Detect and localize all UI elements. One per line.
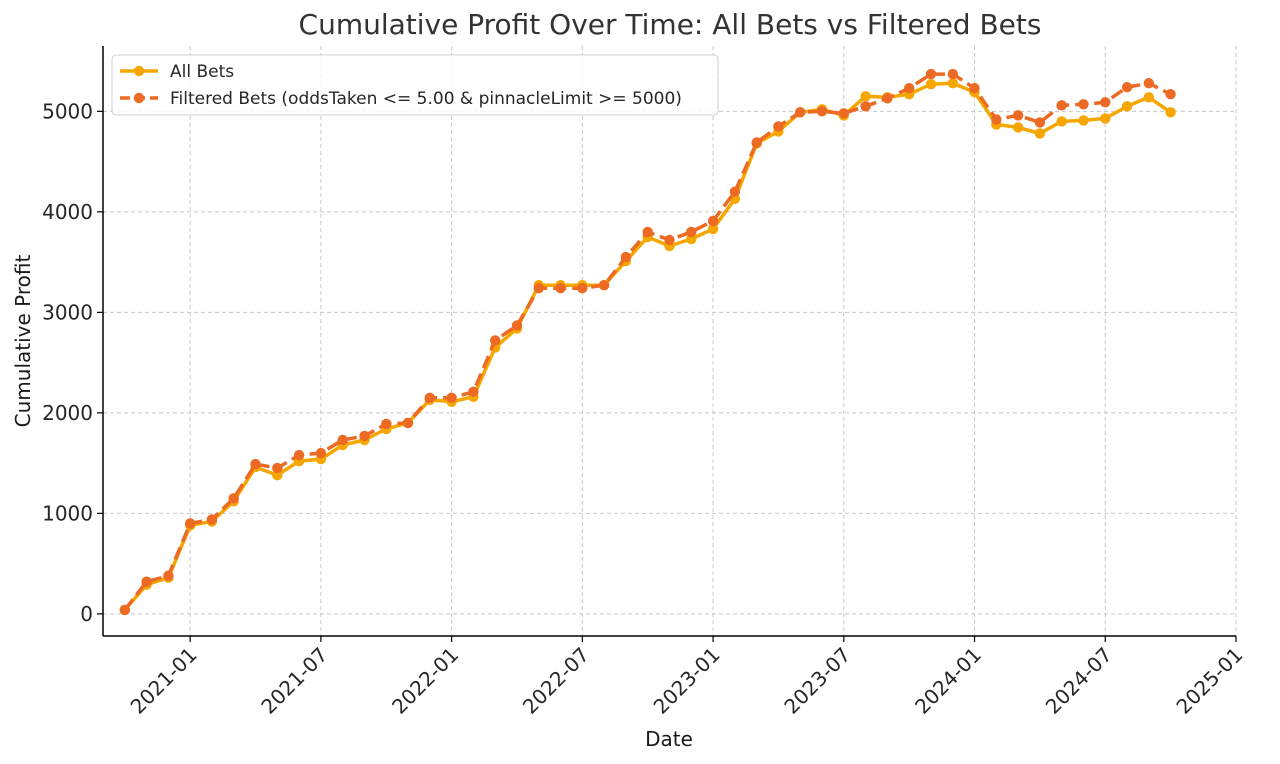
data-point-s2-2022-06 (555, 283, 566, 294)
y-tick-label-0: 0 (80, 602, 93, 626)
series-line-2 (123, 72, 1172, 611)
data-point-s2-2023-08 (860, 101, 871, 112)
legend-box (111, 54, 719, 116)
x-tick-label-2021-01: 2021-01 (126, 643, 202, 719)
x-tick-label-2022-01: 2022-01 (387, 643, 463, 719)
data-point-s1-2023-08 (860, 91, 871, 102)
data-point-s2-2023-10 (904, 83, 915, 94)
data-point-s2-2020-11 (141, 576, 152, 587)
data-point-s2-2024-08 (1121, 82, 1133, 93)
x-tick-label-2023-01: 2023-01 (649, 643, 725, 719)
data-point-s2-2022-04 (511, 320, 523, 331)
x-tick-label-2022-07: 2022-07 (518, 643, 594, 719)
legend: All Bets Filtered Bets (oddsTaken <= 5.00… (111, 54, 719, 116)
data-point-s2-2023-04 (773, 121, 784, 132)
series-line-1 (123, 81, 1172, 612)
grid-layer (103, 46, 1237, 636)
y-tick-label-2000: 2000 (42, 401, 93, 425)
data-point-s2-2022-10 (642, 226, 653, 238)
data-point-s1-2024-07 (1100, 113, 1111, 124)
x-tick-label-2024-07: 2024-07 (1041, 643, 1117, 719)
data-point-s2-2022-03 (490, 335, 501, 346)
data-point-s2-2023-07 (838, 108, 849, 119)
data-point-s2-2021-11 (402, 417, 414, 429)
data-point-s2-2021-06 (293, 449, 305, 461)
data-point-s2-2024-07 (1100, 97, 1111, 108)
series-1 (119, 78, 1176, 616)
series-2 (119, 68, 1176, 616)
data-point-s2-2023-03 (751, 137, 762, 148)
x-axis-label: Date (645, 727, 693, 751)
y-axis-label: Cumulative Profit (11, 255, 35, 428)
data-point-s2-2024-02 (991, 114, 1002, 125)
data-point-s1-2023-11 (925, 79, 937, 90)
data-point-s1-2024-10 (1165, 107, 1176, 118)
data-point-s2-2023-11 (925, 68, 937, 80)
data-point-s2-2021-10 (381, 418, 392, 430)
data-point-s2-2022-12 (686, 226, 697, 238)
data-point-s2-2022-05 (533, 283, 544, 294)
legend-entry-1: All Bets (120, 62, 234, 82)
data-point-s2-2022-01 (446, 392, 457, 403)
legend-entry-2: Filtered Bets (oddsTaken <= 5.00 & pinna… (120, 89, 682, 109)
series-layer (119, 68, 1176, 616)
data-point-s2-2023-12 (947, 68, 958, 80)
data-point-s1-2024-08 (1121, 101, 1133, 112)
data-point-s2-2022-02 (468, 386, 479, 397)
y-tick-label-4000: 4000 (42, 200, 93, 224)
data-point-s2-2023-05 (795, 107, 806, 118)
data-point-s2-2022-09 (620, 251, 632, 263)
x-tick-label-2024-01: 2024-01 (910, 643, 986, 719)
data-point-s2-2021-09 (359, 430, 370, 442)
data-point-s2-2024-03 (1012, 110, 1024, 121)
ticks-layer: 0 1000 2000 3000 4000 5000 2021-01 2021-07 2022-… (42, 99, 1247, 718)
data-point-s2-2024-10 (1165, 89, 1176, 100)
x-tick-label-2025-01: 2025-01 (1171, 643, 1247, 719)
data-point-s1-2024-04 (1034, 128, 1046, 139)
y-tick-label-5000: 5000 (42, 99, 93, 123)
data-point-s2-2023-01 (707, 215, 719, 227)
x-tick-label-2021-07: 2021-07 (256, 643, 332, 719)
data-point-s2-2021-08 (337, 434, 348, 446)
data-point-s2-2021-05 (272, 462, 283, 474)
data-point-s2-2021-01 (185, 518, 196, 529)
data-point-s2-2022-11 (664, 234, 675, 246)
data-point-s2-2023-02 (729, 186, 741, 197)
legend-swatch-marker-2 (133, 92, 145, 104)
data-point-s2-2020-12 (163, 570, 174, 581)
data-point-s1-2023-01 (707, 223, 719, 235)
data-point-s1-2024-09 (1143, 92, 1155, 103)
axes-layer (102, 46, 1236, 637)
legend-label-2: Filtered Bets (oddsTaken <= 5.00 & pinna… (170, 89, 682, 109)
y-tick-label-3000: 3000 (42, 300, 93, 324)
chart-title: Cumulative Profit Over Time: All Bets vs… (299, 8, 1042, 41)
data-point-s2-2024-05 (1056, 100, 1067, 111)
x-tick-label-2023-07: 2023-07 (779, 643, 855, 719)
data-point-s1-2024-05 (1056, 116, 1067, 127)
data-point-s2-2024-06 (1078, 99, 1089, 110)
data-point-s2-2022-08 (598, 280, 610, 291)
data-point-s2-2021-07 (315, 447, 327, 459)
data-point-s2-2021-04 (250, 458, 261, 470)
data-point-s2-2021-03 (228, 493, 239, 504)
data-point-s2-2021-12 (424, 392, 435, 403)
data-point-s2-2023-06 (816, 106, 828, 117)
legend-swatch-marker-1 (133, 65, 145, 77)
data-point-s1-2023-12 (947, 78, 958, 89)
legend-label-1: All Bets (170, 62, 234, 82)
data-point-s2-2023-09 (882, 93, 893, 104)
data-point-s2-2024-01 (969, 83, 980, 94)
data-point-s2-2022-07 (577, 283, 588, 294)
data-point-s2-2024-09 (1143, 78, 1155, 89)
y-tick-label-1000: 1000 (42, 501, 93, 525)
data-point-s2-2021-02 (206, 514, 218, 525)
data-point-s1-2024-06 (1078, 115, 1089, 126)
data-point-s1-2024-03 (1012, 122, 1024, 133)
data-point-s2-2024-04 (1034, 117, 1046, 128)
data-point-s2-2020-10 (119, 604, 130, 616)
